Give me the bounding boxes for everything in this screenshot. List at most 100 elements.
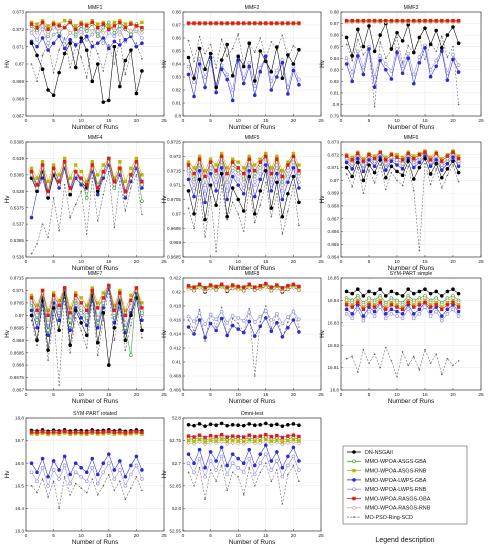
point-6-5-17 [123,313,128,318]
point-1-3-3 [203,85,207,90]
point-9-3-13 [101,461,106,466]
point-3-3-5 [57,186,61,190]
point-0-1-16 [118,24,122,28]
point-9-5-8 [73,430,78,434]
point-9-4-14 [107,461,111,466]
point-8-0-15 [428,291,433,296]
point-8-5-18 [445,303,450,307]
point-0-4-12 [95,29,100,33]
x-tick-label: 10 [394,392,400,398]
point-7-5-16 [275,283,279,287]
point-10-3-10 [241,461,246,466]
point-10-4-2 [197,456,202,461]
point-7-5-3 [203,286,207,290]
point-7-3-0 [186,325,191,329]
point-5-3-18 [445,161,450,166]
point-2-5-2 [356,18,360,23]
point-1-7-12 [253,51,256,54]
point-8-7-5 [373,353,376,355]
point-4-4-17 [280,189,285,193]
point-6-0-20 [140,328,144,333]
point-0-4-6 [62,39,67,44]
legend-title: Legend description [375,537,434,544]
point-9-5-12 [96,430,100,434]
point-8-3-12 [411,312,416,316]
point-10-0-6 [219,421,224,426]
point-4-0-16 [275,180,279,185]
point-5-6-1 [349,161,355,166]
point-10-4-16 [275,459,279,463]
point-0-6-11 [90,28,95,34]
point-1-4-2 [197,56,202,61]
point-9-7-11 [91,478,94,480]
point-5-5-4 [367,153,371,157]
point-9-3-5 [57,468,61,472]
x-tick-label: 15 [422,118,428,124]
point-2-3-4 [367,47,371,51]
point-6-3-9 [79,316,83,320]
point-10-7-19 [292,464,295,467]
legend-label-3: MMO-WPOA-LWPS-GBA [365,478,427,484]
point-5-0-18 [445,167,450,171]
point-5-0-2 [355,160,360,165]
point-5-7-16 [435,168,438,170]
point-5-5-5 [372,156,377,161]
point-1-5-5 [214,21,218,25]
point-1-3-17 [280,60,285,65]
point-9-4-1 [35,479,39,484]
point-1-4-11 [247,60,252,65]
point-9-7-12 [96,494,99,496]
point-10-0-12 [252,423,257,428]
point-8-5-4 [367,303,371,307]
x-tick-label: 25 [478,392,484,398]
point-10-2-2 [197,437,202,442]
legend-label-1: MMO-WPOA-ASGS-GBA [365,459,427,465]
point-10-2-9 [236,439,240,443]
x-tick-label: 25 [161,118,167,124]
x-tick-label: 0 [182,118,185,124]
point-10-4-12 [252,472,257,477]
point-1-4-12 [252,84,257,88]
point-2-5-9 [395,18,399,23]
point-4-3-18 [286,180,290,185]
point-4-5-17 [280,174,285,179]
plot-frame [25,417,165,532]
point-8-7-6 [379,366,382,369]
point-3-7-9 [80,190,82,193]
point-10-2-4 [208,438,213,442]
point-6-2-13 [101,291,105,295]
point-0-4-14 [107,30,111,35]
point-10-4-7 [225,472,229,477]
point-6-7-4 [52,314,55,317]
point-0-7-16 [119,38,121,41]
point-3-7-7 [69,216,71,219]
point-legend-7-0 [353,516,355,518]
point-1-3-18 [286,92,290,96]
point-5-5-12 [412,156,416,161]
point-8-3-0 [344,307,349,312]
x-tick-label: 5 [52,392,55,398]
point-9-4-5 [57,477,61,481]
point-2-0-15 [428,42,433,47]
point-1-7-6 [220,38,223,41]
point-0-3-15 [112,39,117,44]
point-8-0-19 [451,287,455,292]
x-tick-label: 20 [134,118,140,124]
point-9-4-9 [79,474,83,479]
point-9-5-3 [46,430,50,435]
point-3-2-1 [35,176,39,180]
y-tick-label: 0.87 [15,62,24,67]
point-2-0-4 [367,24,371,28]
point-4-2-16 [275,154,279,159]
y-tick-label: 0.871 [328,165,340,170]
point-0-5-10 [85,24,89,28]
point-8-5-14 [423,300,427,305]
point-0-1-15 [112,30,117,35]
point-4-0-3 [203,217,207,222]
point-7-4-18 [286,315,290,320]
point-0-5-16 [118,20,122,25]
point-5-5-17 [440,159,444,163]
point-6-6-17 [123,320,128,326]
point-4-3-20 [297,186,301,190]
point-1-3-5 [214,90,218,95]
